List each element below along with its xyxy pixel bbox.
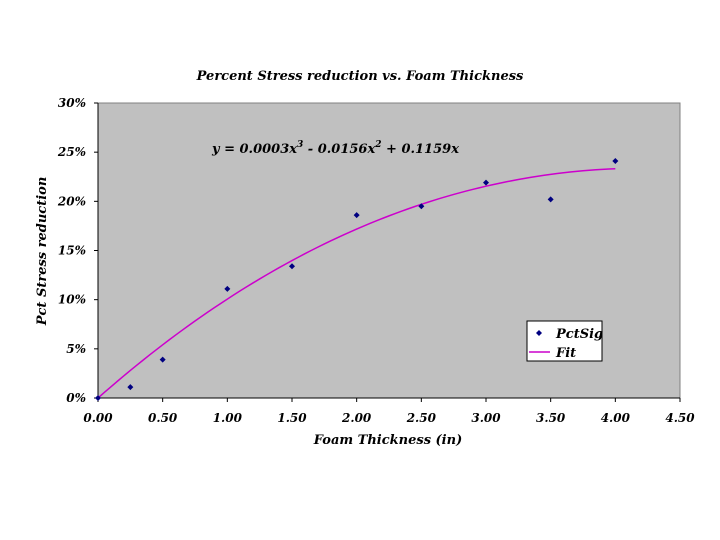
- data-point: [159, 356, 166, 363]
- equation-exponent-3: 3: [297, 140, 303, 150]
- x-tick-label: 1.50: [277, 411, 307, 425]
- fit-curve-layer: [97, 167, 616, 399]
- y-tick-label: 15%: [58, 244, 86, 258]
- x-tick-label: 3.50: [536, 411, 566, 425]
- y-tick-label: 30%: [58, 96, 86, 110]
- data-point: [547, 196, 554, 203]
- legend-label-pctsig: PctSig: [555, 327, 603, 342]
- legend-box: [526, 320, 603, 362]
- y-tick-label: 5%: [66, 342, 86, 356]
- x-tick-label: 0.00: [83, 411, 113, 425]
- data-point: [224, 285, 231, 292]
- equation-part-3: + 0.1159x: [382, 142, 460, 157]
- x-axis: 0.00 0.50 1.00 1.50 2.00 2.50 3.00 3.50 4.00 4.50: [83, 397, 695, 425]
- fit-line: [97, 167, 616, 399]
- legend: PctSig Fit: [526, 320, 603, 362]
- x-tick-label: 2.50: [406, 411, 437, 425]
- data-point: [612, 158, 619, 165]
- y-axis: 0% 5% 10% 15% 20% 25% 30%: [57, 96, 99, 405]
- x-tick-label: 3.00: [471, 411, 501, 425]
- chart-title: Percent Stress reduction vs. Foam Thickn…: [196, 69, 524, 84]
- equation-part-2: - 0.0156x: [303, 142, 375, 157]
- x-tick-label: 0.50: [148, 411, 178, 425]
- legend-marker-pctsig: [536, 330, 542, 336]
- x-tick-label: 2.00: [341, 411, 372, 425]
- data-point: [418, 203, 425, 210]
- y-tick-label: 10%: [58, 293, 86, 307]
- trendline-equation: y = 0.0003x3 - 0.0156x2 + 0.1159x: [211, 140, 459, 157]
- data-point: [95, 395, 101, 401]
- x-axis-label: Foam Thickness (in): [313, 433, 462, 448]
- y-axis-label: Pct Stress reduction: [35, 177, 50, 327]
- x-tick-label: 4.00: [601, 411, 631, 425]
- x-tick-label: 1.00: [213, 411, 243, 425]
- data-points-layer: [95, 158, 619, 401]
- y-tick-label: 25%: [57, 145, 86, 159]
- x-tick-label: 4.50: [665, 411, 695, 425]
- data-point: [289, 263, 295, 270]
- y-tick-label: 0%: [66, 391, 86, 405]
- equation-part-1: y = 0.0003x: [211, 142, 297, 157]
- data-point: [127, 384, 134, 391]
- equation-exponent-2: 2: [374, 140, 381, 150]
- y-tick-label: 20%: [57, 194, 86, 208]
- legend-label-fit: Fit: [555, 346, 576, 361]
- data-point: [483, 179, 489, 186]
- data-point: [353, 212, 360, 219]
